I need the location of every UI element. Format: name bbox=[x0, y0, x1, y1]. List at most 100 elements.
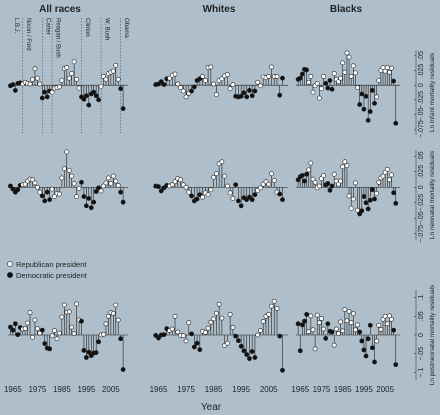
legend-republican-label: Republican president bbox=[16, 260, 87, 269]
point-democratic bbox=[83, 203, 89, 209]
point-republican bbox=[338, 319, 343, 325]
point-democratic bbox=[47, 197, 53, 203]
column-title-all-races: All races bbox=[39, 4, 81, 15]
point-democratic bbox=[233, 182, 239, 188]
x-tick-label: 1985 bbox=[334, 385, 352, 394]
point-republican bbox=[348, 205, 354, 211]
x-tick-label: 1975 bbox=[313, 385, 331, 394]
point-republican bbox=[200, 194, 205, 200]
point-republican bbox=[331, 71, 337, 76]
point-democratic bbox=[372, 100, 377, 106]
point-democratic bbox=[91, 199, 97, 205]
point-republican bbox=[37, 189, 43, 195]
point-republican bbox=[258, 83, 263, 89]
point-democratic bbox=[86, 196, 92, 201]
point-republican bbox=[101, 183, 106, 189]
point-republican bbox=[61, 166, 67, 172]
point-republican bbox=[386, 69, 392, 75]
point-republican bbox=[255, 79, 261, 85]
point-democratic bbox=[96, 97, 102, 103]
point-democratic bbox=[302, 178, 307, 184]
point-republican bbox=[69, 324, 75, 330]
president-label: Clinton bbox=[84, 18, 90, 37]
point-republican bbox=[183, 184, 189, 190]
x-axis-label: Year bbox=[201, 402, 222, 413]
point-democratic bbox=[365, 117, 371, 123]
y-tick-label: .1 bbox=[418, 294, 425, 300]
point-republican bbox=[310, 327, 316, 333]
y-tick-label: 0 bbox=[418, 185, 425, 189]
panel-postneonatal-0: 1965 1975 1985 1995 2005 bbox=[4, 301, 128, 394]
y-axis-label-postneonatal: Ln postneonatal mortality residuals bbox=[429, 284, 436, 385]
panel-postneonatal-1: 1965 1975 1985 1995 2005 bbox=[150, 298, 288, 394]
point-democratic bbox=[10, 82, 16, 87]
point-democratic bbox=[189, 331, 194, 337]
point-republican bbox=[76, 85, 82, 91]
point-democratic bbox=[120, 106, 126, 112]
point-republican bbox=[34, 184, 40, 190]
point-republican bbox=[205, 192, 211, 198]
point-republican bbox=[378, 326, 384, 332]
point-republican bbox=[30, 334, 35, 340]
point-republican bbox=[110, 310, 116, 316]
point-republican bbox=[178, 177, 183, 183]
point-republican bbox=[76, 186, 82, 191]
point-democratic bbox=[297, 75, 303, 81]
point-republican bbox=[216, 301, 222, 307]
point-democratic bbox=[42, 341, 48, 347]
point-democratic bbox=[304, 311, 310, 317]
president-label: Reagan / Bush bbox=[55, 18, 61, 58]
point-republican bbox=[376, 179, 382, 185]
point-democratic bbox=[236, 338, 241, 344]
point-republican bbox=[312, 179, 318, 185]
y-tick-label: −.05 bbox=[418, 347, 425, 361]
point-republican bbox=[230, 82, 236, 87]
point-republican bbox=[49, 89, 55, 95]
y-axis-label-infant: Ln infant mortality residuals bbox=[429, 52, 436, 132]
point-republican bbox=[59, 314, 65, 320]
point-democratic bbox=[391, 327, 397, 333]
x-tick-label: 2005 bbox=[260, 385, 278, 394]
point-republican bbox=[266, 181, 272, 187]
point-republican bbox=[374, 338, 380, 344]
point-republican bbox=[54, 336, 60, 342]
point-republican bbox=[321, 173, 326, 178]
point-democratic bbox=[79, 318, 84, 324]
point-democratic bbox=[118, 336, 124, 342]
point-republican bbox=[348, 320, 354, 326]
point-democratic bbox=[367, 109, 373, 114]
point-democratic bbox=[325, 321, 331, 327]
point-democratic bbox=[249, 93, 255, 99]
point-republican bbox=[172, 313, 178, 319]
point-democratic bbox=[393, 120, 399, 126]
point-democratic bbox=[304, 171, 310, 177]
point-republican bbox=[37, 81, 43, 87]
point-democratic bbox=[393, 200, 399, 206]
point-republican bbox=[344, 50, 350, 56]
point-republican bbox=[258, 185, 263, 191]
point-democratic bbox=[323, 335, 329, 341]
point-republican bbox=[66, 309, 72, 315]
point-republican bbox=[230, 325, 236, 330]
point-democratic bbox=[83, 93, 89, 99]
point-republican bbox=[219, 159, 225, 165]
point-republican bbox=[101, 331, 106, 337]
point-republican bbox=[59, 175, 65, 181]
point-republican bbox=[64, 65, 70, 70]
point-republican bbox=[316, 95, 322, 101]
point-democratic bbox=[295, 321, 301, 327]
point-democratic bbox=[12, 321, 18, 327]
point-republican bbox=[22, 181, 28, 187]
point-democratic bbox=[252, 192, 258, 198]
point-republican bbox=[113, 302, 119, 308]
y-tick-label: −.1 bbox=[418, 367, 425, 377]
point-republican bbox=[338, 178, 343, 184]
point-republican bbox=[61, 302, 67, 308]
point-republican bbox=[108, 181, 114, 186]
panel-neonatal-0 bbox=[8, 149, 128, 211]
point-republican bbox=[344, 163, 350, 168]
point-democratic bbox=[86, 102, 92, 108]
point-republican bbox=[98, 188, 104, 194]
point-republican bbox=[346, 193, 352, 199]
point-democratic bbox=[15, 332, 21, 338]
